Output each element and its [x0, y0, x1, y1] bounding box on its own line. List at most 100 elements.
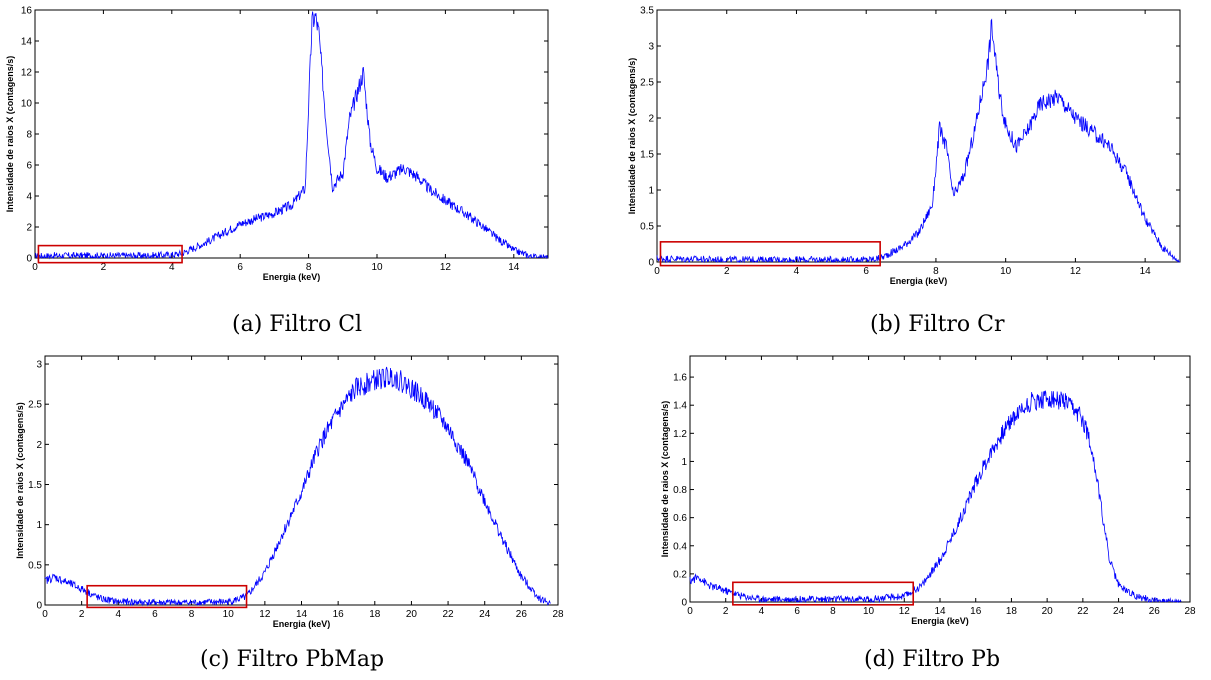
y-tick-label: 0.8 — [673, 485, 687, 496]
x-axis-label: Energia (keV) — [890, 276, 948, 286]
y-tick-label: 0 — [26, 254, 32, 265]
x-tick-label: 2 — [724, 266, 730, 277]
y-tick-label: 1.5 — [640, 150, 654, 161]
y-tick-label: 1.2 — [673, 429, 687, 440]
spectrum-line — [34, 11, 549, 260]
x-tick-label: 2 — [79, 609, 85, 620]
x-tick-label: 8 — [306, 262, 312, 273]
plot-frame — [656, 9, 1181, 263]
x-tick-label: 24 — [479, 609, 491, 620]
y-axis-label: Intensidade de raios X (contagens/s) — [627, 58, 637, 215]
y-tick-label: 1 — [36, 520, 42, 531]
caption-filtro-cr: (b) Filtro Cr — [870, 312, 1005, 337]
x-tick-label: 22 — [1077, 606, 1089, 617]
x-tick-label: 8 — [189, 609, 195, 620]
caption-filtro-cl: (a) Filtro Cl — [232, 312, 363, 337]
y-tick-label: 2 — [648, 114, 654, 125]
y-tick-label: 0 — [648, 258, 654, 269]
y-tick-label: 14 — [21, 37, 33, 48]
x-axis-label: Energia (keV) — [273, 619, 331, 629]
highlight-box — [659, 241, 881, 267]
x-tick-label: 10 — [1000, 266, 1012, 277]
x-axis-label: Energia (keV) — [911, 616, 969, 626]
x-tick-label: 12 — [1070, 266, 1082, 277]
x-tick-label: 14 — [508, 262, 520, 273]
x-tick-label: 2 — [723, 606, 729, 617]
x-tick-label: 16 — [970, 606, 982, 617]
y-tick-label: 0.5 — [640, 222, 654, 233]
highlight-box — [86, 584, 248, 609]
x-tick-label: 26 — [516, 609, 528, 620]
x-tick-label: 4 — [759, 606, 765, 617]
x-tick-label: 18 — [1006, 606, 1018, 617]
plot-frame — [689, 355, 1191, 603]
y-tick-label: 0 — [681, 598, 687, 609]
x-tick-label: 4 — [169, 262, 175, 273]
y-tick-label: 1 — [681, 457, 687, 468]
x-tick-label: 0 — [42, 609, 48, 620]
spectrum-line — [44, 366, 551, 607]
x-tick-label: 0 — [687, 606, 693, 617]
x-tick-label: 12 — [440, 262, 452, 273]
x-tick-label: 24 — [1113, 606, 1125, 617]
x-tick-label: 0 — [654, 266, 660, 277]
x-axis-label: Energia (keV) — [263, 272, 321, 282]
y-tick-label: 0.6 — [673, 513, 687, 524]
y-tick-label: 1.6 — [673, 373, 687, 384]
x-tick-label: 14 — [934, 606, 946, 617]
highlight-box — [37, 244, 183, 264]
chart-filtro-cl: 0 2 4 6 8 10 12 14 0 2 4 6 8 10 12 14 16 Energia (keV) Int… — [5, 6, 549, 282]
plot-frame — [44, 355, 559, 606]
y-tick-label: 2.5 — [28, 400, 42, 411]
x-tick-label: 22 — [443, 609, 455, 620]
x-tick-label: 14 — [296, 609, 308, 620]
x-tick-label: 6 — [237, 262, 243, 273]
x-tick-label: 28 — [552, 609, 564, 620]
y-tick-label: 2 — [26, 223, 32, 234]
y-tick-label: 3 — [648, 42, 654, 53]
y-tick-label: 12 — [21, 68, 33, 79]
y-tick-label: 4 — [26, 192, 32, 203]
chart-filtro-pb: 0 2 4 6 8 10 12 14 16 18 20 22 24 26 2800.20.40.60.811… — [660, 355, 1196, 626]
x-tick-label: 12 — [899, 606, 911, 617]
x-tick-label: 10 — [223, 609, 235, 620]
caption-filtro-pb: (d) Filtro Pb — [864, 647, 1001, 672]
plot-frame — [34, 9, 549, 259]
y-tick-label: 1.4 — [673, 401, 687, 412]
x-tick-label: 4 — [794, 266, 800, 277]
x-tick-label: 16 — [333, 609, 345, 620]
x-tick-label: 6 — [863, 266, 869, 277]
x-tick-label: 18 — [369, 609, 381, 620]
x-tick-label: 6 — [794, 606, 800, 617]
y-tick-label: 0.5 — [28, 560, 42, 571]
chart-filtro-cr: 0 2 4 6 8 10 12 14 0 0.5 1 1.5 2 2.5 3 3.5 Energia (keV)… — [627, 6, 1181, 286]
y-axis-label: Intensidade de raios X (contagens/s) — [660, 401, 670, 558]
y-tick-label: 16 — [21, 6, 33, 17]
x-tick-label: 12 — [259, 609, 271, 620]
x-tick-label: 10 — [371, 262, 383, 273]
x-tick-label: 14 — [1140, 266, 1152, 277]
spectrum-line — [689, 390, 1182, 604]
y-tick-label: 1.5 — [28, 480, 42, 491]
y-tick-label: 2 — [36, 440, 42, 451]
y-tick-label: 2.5 — [640, 78, 654, 89]
x-tick-label: 10 — [863, 606, 875, 617]
x-tick-label: 0 — [32, 262, 38, 273]
x-tick-label: 6 — [152, 609, 158, 620]
x-tick-label: 20 — [1042, 606, 1054, 617]
caption-filtro-pbmap: (c) Filtro PbMap — [200, 647, 385, 672]
x-tick-label: 4 — [116, 609, 122, 620]
x-tick-label: 28 — [1184, 606, 1196, 617]
x-tick-label: 20 — [406, 609, 418, 620]
y-tick-label: 6 — [26, 161, 32, 172]
y-tick-label: 0.2 — [673, 569, 687, 580]
chart-filtro-pbmap: 0 2 4 6 8 10 12 14 16 18 20 22 24 26 2800.511.522.53En… — [15, 355, 564, 629]
x-tick-label: 8 — [830, 606, 836, 617]
x-tick-label: 26 — [1149, 606, 1161, 617]
y-tick-label: 3.5 — [640, 6, 654, 17]
y-tick-label: 0.4 — [673, 541, 687, 552]
y-tick-label: 10 — [21, 99, 33, 110]
y-axis-label: Intensidade de raios X (contagens/s) — [15, 402, 25, 559]
y-tick-label: 1 — [648, 186, 654, 197]
y-tick-label: 3 — [36, 360, 42, 371]
